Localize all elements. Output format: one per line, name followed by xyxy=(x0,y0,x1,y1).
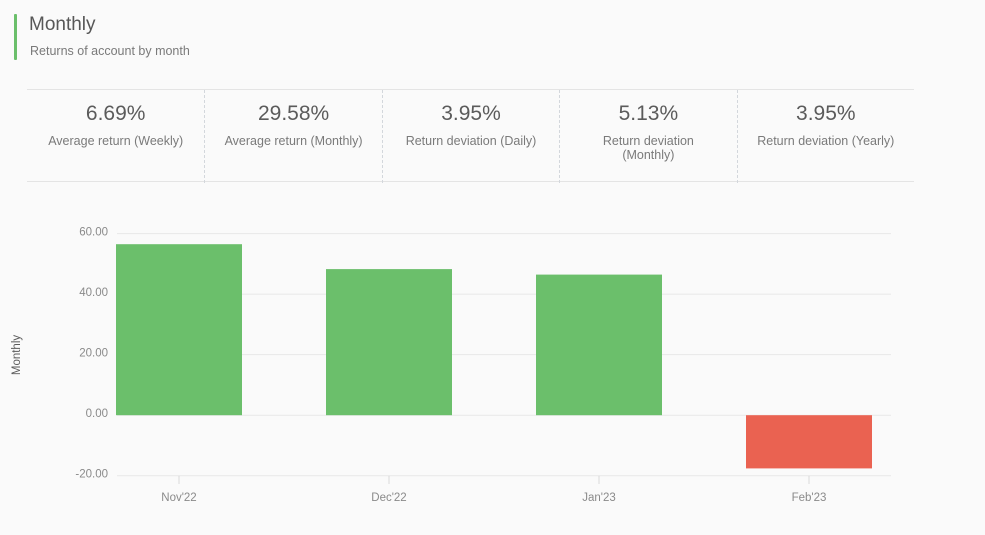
svg-text:0.00: 0.00 xyxy=(86,408,108,420)
svg-text:Feb'23: Feb'23 xyxy=(792,492,827,504)
svg-text:Dec'22: Dec'22 xyxy=(371,492,406,504)
svg-text:20.00: 20.00 xyxy=(79,348,108,360)
svg-text:-20.00: -20.00 xyxy=(75,469,108,481)
svg-text:Monthly: Monthly xyxy=(11,335,23,376)
svg-text:Jan'23: Jan'23 xyxy=(582,492,616,504)
svg-text:Nov'22: Nov'22 xyxy=(161,492,196,504)
svg-text:40.00: 40.00 xyxy=(79,287,108,299)
svg-text:60.00: 60.00 xyxy=(79,227,108,239)
